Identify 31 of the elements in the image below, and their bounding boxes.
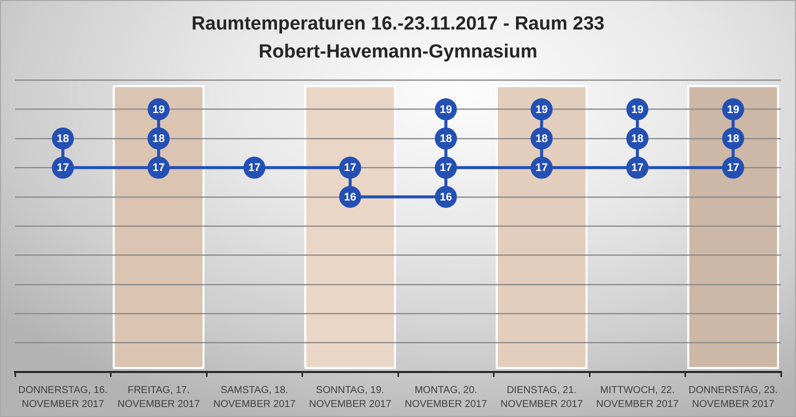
- data-label: 18: [152, 133, 165, 146]
- chart-subtitle: Robert-Havemann-Gymnasium: [258, 41, 538, 62]
- data-label: 17: [440, 162, 452, 174]
- chart-title: Raumtemperaturen 16.-23.11.2017 - Raum 233: [192, 14, 604, 35]
- data-label: 18: [536, 133, 548, 146]
- data-label: 17: [344, 162, 356, 174]
- x-tick-label: SAMSTAG, 18. NOVEMBER 2017: [213, 384, 296, 410]
- data-label: 18: [440, 133, 452, 146]
- data-label: 18: [631, 133, 644, 146]
- data-label: 17: [727, 162, 740, 174]
- data-label: 17: [56, 162, 69, 174]
- x-tick-label: MITTWOCH, 22. NOVEMBER 2017: [596, 384, 679, 410]
- data-label: 17: [248, 162, 260, 174]
- data-label: 17: [536, 162, 548, 174]
- data-label: 16: [440, 191, 452, 204]
- x-tick-label: SONNTAG, 19. NOVEMBER 2017: [308, 384, 392, 410]
- data-label: 17: [631, 162, 644, 174]
- x-tick-label: MONTAG, 20. NOVEMBER 2017: [404, 384, 488, 410]
- data-label: 18: [727, 133, 740, 146]
- data-label: 19: [440, 104, 452, 116]
- data-label: 19: [536, 104, 548, 116]
- data-label: 16: [344, 191, 356, 204]
- data-label: 17: [152, 162, 165, 174]
- x-tick-label: DIENSTAG, 21. NOVEMBER 2017: [500, 384, 584, 410]
- data-label: 19: [631, 104, 644, 116]
- x-tick-label: DONNERSTAG, 16. NOVEMBER 2017: [18, 384, 108, 410]
- data-label: 19: [727, 104, 740, 116]
- x-tick-label: FREITAG, 17. NOVEMBER 2017: [117, 384, 200, 410]
- x-tick-label: DONNERSTAG, 23. NOVEMBER 2017: [688, 384, 778, 410]
- data-label: 18: [56, 133, 69, 146]
- data-label: 19: [152, 104, 165, 116]
